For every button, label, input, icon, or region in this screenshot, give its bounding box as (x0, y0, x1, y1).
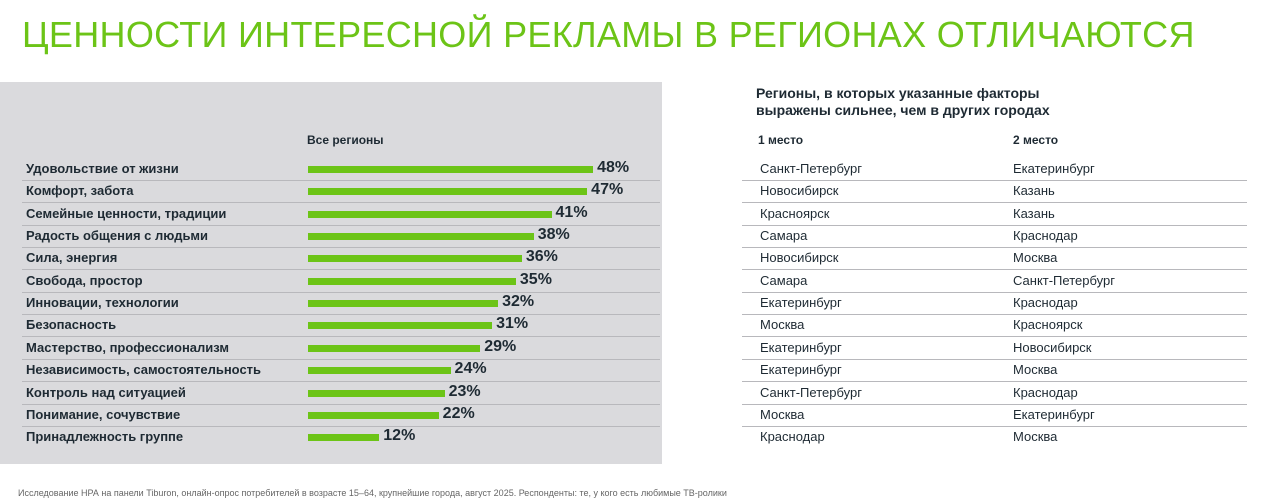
bar (308, 367, 451, 375)
bar (308, 188, 588, 196)
category-label: Комфорт, забота (26, 183, 134, 199)
second-place-city: Новосибирск (1013, 339, 1092, 355)
bar (308, 166, 594, 173)
value-label: 41% (555, 203, 588, 221)
second-place-city: Краснодар (1013, 295, 1078, 311)
value-label: 36% (525, 248, 558, 266)
row-divider (742, 224, 1247, 226)
first-place-city: Москва (760, 317, 805, 333)
row-divider (742, 425, 1247, 427)
second-place-city: Екатеринбург (1013, 406, 1095, 422)
second-place-city: Казань (1013, 183, 1055, 199)
row-divider (742, 180, 1247, 181)
row-divider (742, 358, 1247, 360)
value-label: 24% (454, 360, 487, 378)
row-divider (22, 291, 660, 293)
category-label: Семейные ценности, традиции (26, 205, 227, 221)
value-label: 31% (496, 315, 529, 333)
row-divider (742, 247, 1247, 249)
row-divider (22, 358, 660, 360)
row-divider (742, 381, 1247, 383)
row-divider (22, 202, 660, 204)
first-place-city: Самара (760, 228, 808, 244)
category-label: Понимание, сочувствие (26, 406, 181, 422)
second-place-city: Краснодар (1013, 228, 1078, 244)
value-label: 22% (442, 404, 475, 422)
second-place-city: Казань (1013, 205, 1055, 221)
row-divider (22, 247, 660, 249)
category-label: Безопасность (26, 317, 117, 333)
first-place-city: Санкт-Петербург (760, 384, 862, 400)
chart-panel (0, 82, 662, 464)
value-label: 23% (448, 382, 481, 400)
value-label: 29% (484, 337, 517, 355)
row-divider (742, 269, 1247, 271)
row-divider (742, 291, 1247, 293)
first-place-city: Новосибирск (760, 250, 839, 266)
first-place-city: Москва (760, 406, 805, 422)
category-label: Мастерство, профессионализм (26, 339, 230, 355)
first-place-city: Санкт-Петербург (760, 161, 862, 176)
second-place-city: Москва (1013, 362, 1058, 378)
bar (308, 210, 552, 218)
bar (308, 300, 499, 308)
col-first-place-header: 1 место (758, 133, 804, 147)
bar (308, 255, 522, 263)
bar (308, 277, 516, 285)
category-label: Принадлежность группе (26, 429, 184, 445)
second-place-city: Екатеринбург (1013, 161, 1095, 176)
first-place-city: Красноярск (760, 205, 830, 221)
bar (308, 233, 534, 241)
row-divider (742, 403, 1247, 405)
row-divider (22, 425, 660, 427)
bar (308, 434, 380, 442)
row-divider (22, 224, 660, 226)
first-place-city: Краснодар (760, 429, 825, 445)
second-place-city: Санкт-Петербург (1013, 272, 1115, 288)
first-place-city: Екатеринбург (760, 295, 842, 311)
row-divider (22, 403, 660, 405)
bar (308, 389, 445, 397)
row-divider (22, 381, 660, 383)
row-divider (22, 336, 660, 338)
row-divider (742, 202, 1247, 204)
first-place-city: Самара (760, 272, 808, 288)
category-label: Свобода, простор (26, 272, 143, 288)
category-label: Инновации, технологии (26, 295, 179, 311)
value-label: 38% (537, 226, 570, 244)
first-place-city: Екатеринбург (760, 362, 842, 378)
bar (308, 344, 481, 352)
category-label: Радость общения с людьми (26, 228, 209, 244)
value-label: 35% (519, 270, 552, 288)
footnote: Исследование НРА на панели Tiburon, онла… (18, 488, 727, 498)
category-label: Контроль над ситуацией (26, 384, 186, 400)
page-title: ЦЕННОСТИ ИНТЕРЕСНОЙ РЕКЛАМЫ В РЕГИОНАХ О… (22, 14, 1195, 55)
first-place-city: Екатеринбург (760, 339, 842, 355)
regions-header: Регионы, в которых указанные факторы выр… (756, 85, 1050, 118)
second-place-city: Москва (1013, 429, 1058, 445)
row-divider (742, 314, 1247, 316)
bar (308, 322, 493, 330)
row-divider (22, 269, 660, 271)
value-label: 48% (597, 159, 630, 176)
second-place-city: Краснодар (1013, 384, 1078, 400)
col-second-place-header: 2 место (1013, 133, 1059, 147)
bar (308, 411, 439, 419)
category-label: Сила, энергия (26, 250, 118, 266)
second-place-city: Москва (1013, 250, 1058, 266)
second-place-city: Красноярск (1013, 317, 1083, 333)
series-label: Все регионы (307, 133, 384, 147)
row-divider (22, 314, 660, 316)
row-divider (742, 336, 1247, 338)
row-divider (22, 180, 660, 181)
first-place-city: Новосибирск (760, 183, 839, 199)
category-label: Независимость, самостоятельность (26, 362, 262, 378)
value-label: 47% (591, 181, 624, 199)
category-label: Удовольствие от жизни (26, 161, 179, 176)
value-label: 32% (502, 293, 535, 311)
value-label: 12% (383, 427, 416, 445)
